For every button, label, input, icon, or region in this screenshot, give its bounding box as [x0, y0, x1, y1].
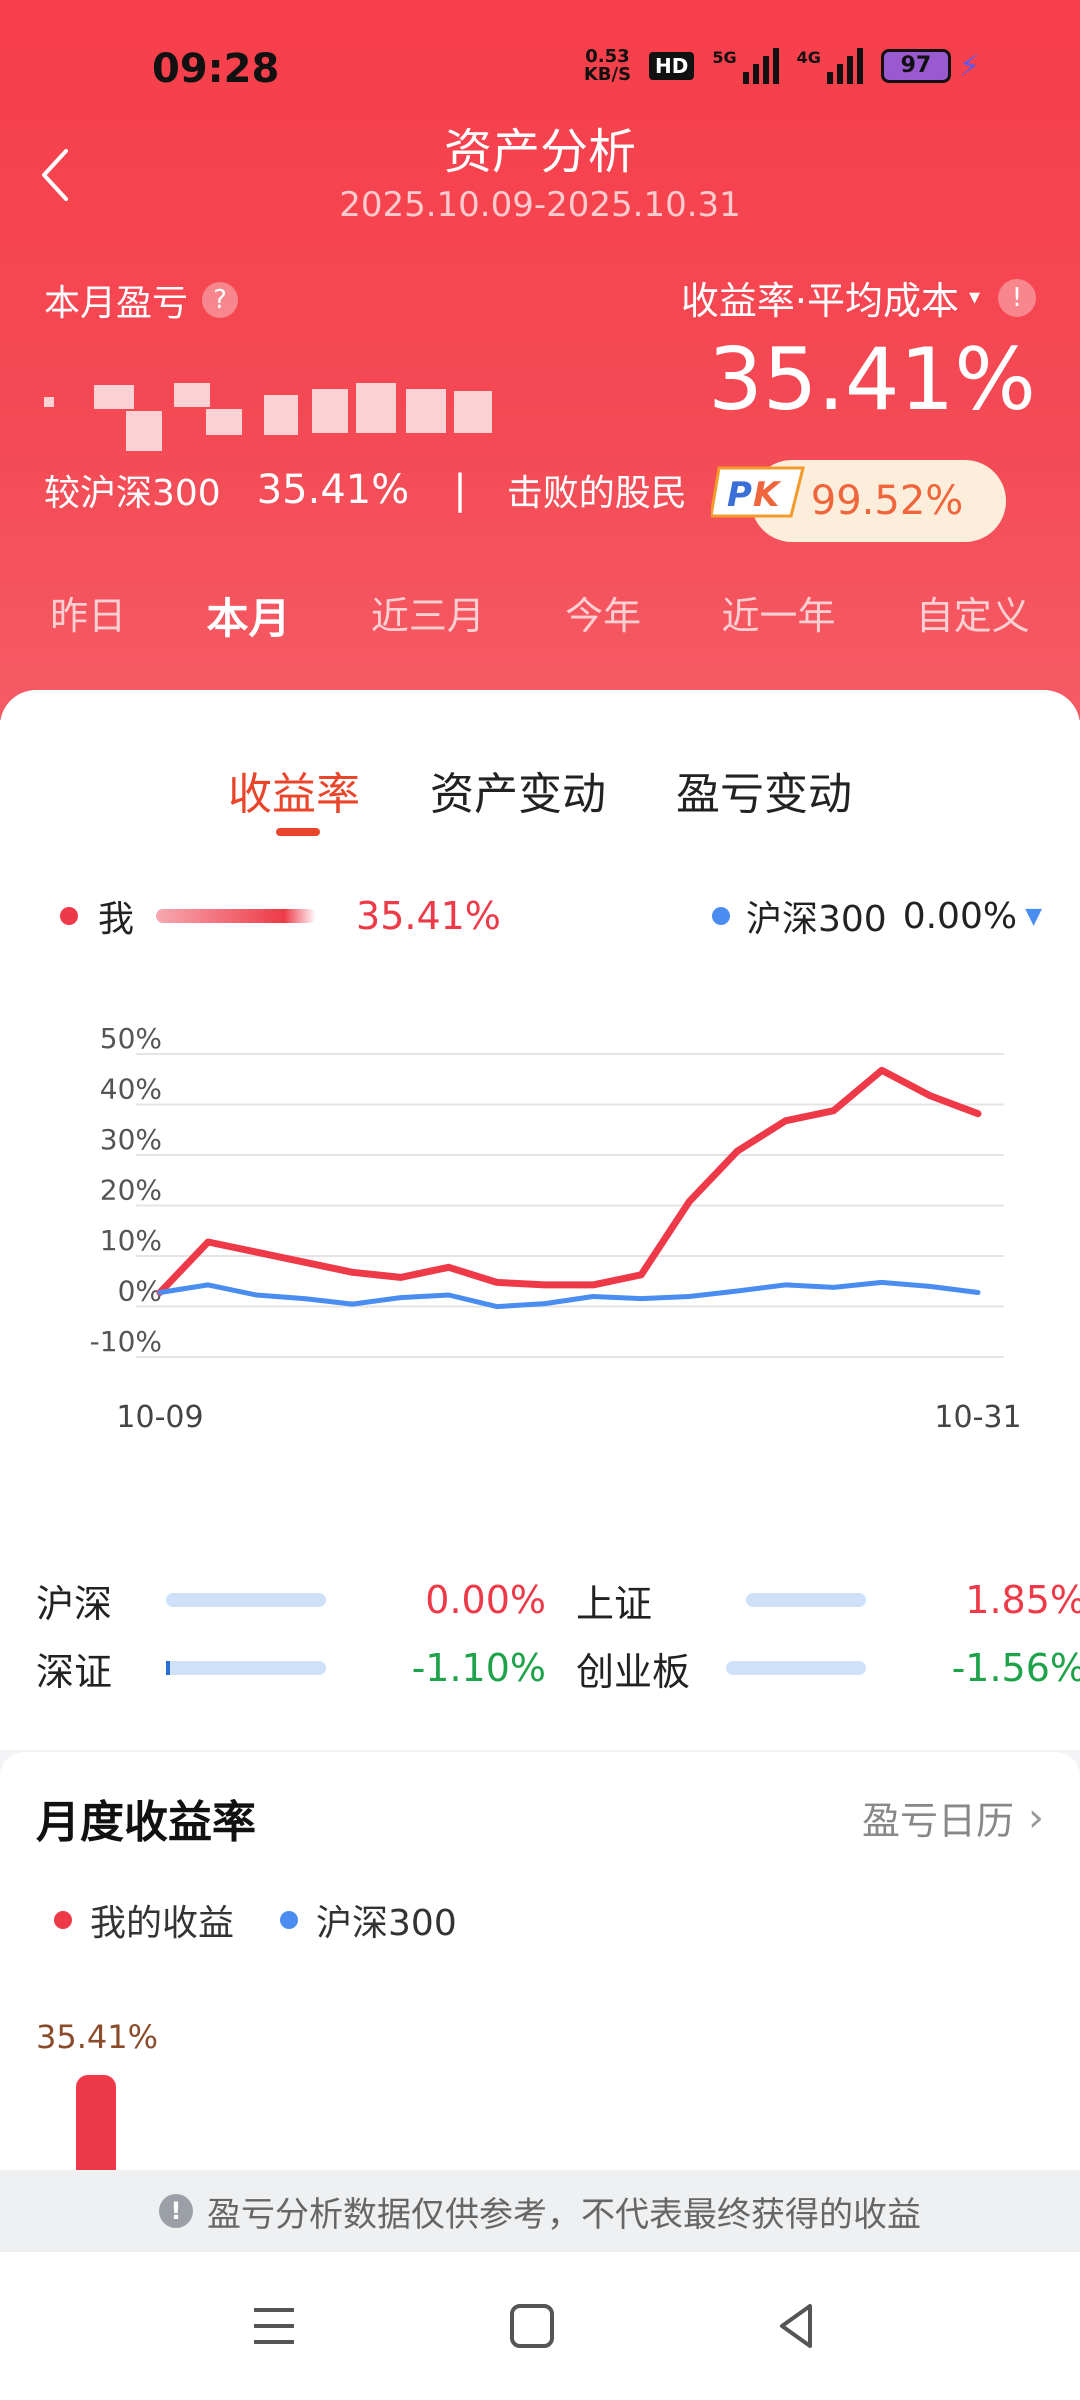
hd-voice-icon: HD [649, 52, 695, 80]
tab-three-months[interactable]: 近三月 [370, 594, 485, 638]
status-icons: 0.53 KB/S HD 5G 4G 97 ⚡ [584, 48, 980, 84]
compare-label: 较沪深300 [44, 473, 221, 514]
system-nav-bar [0, 2252, 1080, 2400]
y-tick-label: 40% [100, 1073, 162, 1106]
series-line-me [156, 1066, 982, 1296]
index-bar [166, 1661, 326, 1675]
index-cyb: 创业板 -1.56% [576, 1646, 1080, 1694]
battery-icon: 97 [880, 49, 951, 83]
return-rate-value: 35.41% [708, 330, 1036, 430]
x-tick-start: 10-09 [116, 1400, 203, 1435]
menu-icon[interactable] [244, 2296, 304, 2356]
x-tick-end: 10-31 [934, 1400, 1021, 1435]
tab-this-month[interactable]: 本月 [206, 594, 291, 643]
legend-me-bar [156, 909, 317, 923]
monthly-legend: 我的收益 沪深300 [54, 1894, 457, 1946]
header: 09:28 0.53 KB/S HD 5G 4G 97 ⚡ 资产分析 2025.… [0, 0, 1080, 720]
legend-me-dot [60, 907, 78, 925]
charging-icon: ⚡ [958, 48, 980, 84]
month-bar-value: 35.41% [36, 2018, 159, 2056]
divider: | [453, 467, 467, 513]
y-tick-label: 0% [118, 1275, 162, 1308]
month-pnl-label: 本月盈亏 ? [44, 274, 239, 326]
index-hs: 沪深 0.00% [36, 1578, 546, 1626]
tab-this-year[interactable]: 今年 [565, 594, 642, 638]
index-sh: 上证 1.85% [576, 1578, 1080, 1626]
legend-benchmark-dot [280, 1911, 299, 1929]
index-comparison: 沪深 0.00% 上证 1.85% 深证 -1.10% 创业板 -1.56% [0, 1570, 1080, 1730]
legend-benchmark-value: 0.00% [902, 895, 1018, 937]
metric-selector[interactable]: 收益率·平均成本 ▾ ! [681, 270, 1036, 325]
y-tick-label: -10% [90, 1325, 162, 1358]
compare-row: 较沪深300 35.41% | 击败的股民 P K 99.52% [44, 460, 1044, 542]
date-range: 2025.10.09-2025.10.31 [339, 185, 741, 225]
series-line-benchmark [157, 1279, 981, 1310]
pnl-calendar-link[interactable]: 盈亏日历 › [861, 1794, 1044, 1844]
index-bar [166, 1593, 326, 1607]
legend-me-value: 35.41% [356, 894, 501, 938]
legend-me: 我 35.41% [60, 890, 501, 942]
tab-custom[interactable]: 自定义 [915, 594, 1030, 638]
y-tick-label: 20% [100, 1174, 162, 1207]
caret-down-icon: ▼ [1025, 903, 1042, 929]
svg-text:K: K [753, 475, 782, 515]
legend-me-dot [54, 1911, 72, 1929]
y-tick-label: 50% [100, 1022, 162, 1055]
pnl-amount-blurred [44, 345, 494, 455]
legend-benchmark[interactable]: 沪深300 0.00% ▼ [711, 890, 1042, 942]
tab-one-year[interactable]: 近一年 [721, 594, 836, 638]
tab-asset-change[interactable]: 资产变动 [430, 769, 606, 820]
signal-4g-icon: 4G [797, 48, 863, 84]
legend-benchmark-dot [711, 907, 730, 925]
return-line-chart: 50% 40% 30% 20% 10% 0% -10% 10-09 10-31 [90, 1022, 1022, 1435]
tab-yesterday[interactable]: 昨日 [50, 594, 127, 638]
active-tab-indicator [276, 828, 320, 836]
back-nav-icon[interactable] [766, 2296, 826, 2356]
y-tick-label: 30% [100, 1123, 162, 1156]
caret-down-icon: ▾ [968, 285, 980, 310]
y-tick-label: 10% [100, 1224, 162, 1257]
chart-tabs: 收益率 资产变动 盈亏变动 [0, 758, 1080, 822]
help-icon[interactable]: ? [202, 282, 239, 318]
chart-card: 收益率 资产变动 盈亏变动 我 35.41% 沪深300 0.00% ▼ 50%… [0, 690, 1080, 1750]
status-bar: 09:28 0.53 KB/S HD 5G 4G 97 ⚡ [0, 40, 1080, 100]
svg-text:P: P [727, 475, 752, 515]
index-bar [746, 1593, 866, 1607]
period-tabs: 昨日 本月 近三月 今年 近一年 自定义 [0, 585, 1080, 646]
monthly-title: 月度收益率 [36, 1797, 256, 1848]
pk-icon: P K [710, 466, 805, 518]
chevron-right-icon: › [1028, 1794, 1044, 1841]
tab-return-rate[interactable]: 收益率 [228, 769, 360, 820]
clock: 09:28 [152, 46, 280, 92]
warning-icon: ! [159, 2194, 193, 2228]
page-title: 资产分析 [443, 124, 636, 180]
index-sz: 深证 -1.10% [36, 1646, 546, 1694]
home-icon[interactable] [502, 2296, 562, 2356]
month-bar[interactable] [76, 2075, 116, 2172]
back-icon[interactable] [36, 145, 76, 205]
info-icon[interactable]: ! [998, 278, 1036, 317]
signal-5g-icon: 5G [712, 48, 779, 84]
tab-pnl-change[interactable]: 盈亏变动 [676, 769, 852, 820]
monthly-return-card: 月度收益率 盈亏日历 › 我的收益 沪深300 35.41% [0, 1752, 1080, 2172]
net-speed-indicator: 0.53 KB/S [583, 46, 632, 85]
compare-value: 35.41% [256, 467, 410, 513]
beat-label: 击败的股民 [506, 473, 687, 514]
disclaimer-bar: ! 盈亏分析数据仅供参考，不代表最终获得的收益 [0, 2170, 1080, 2252]
index-bar [726, 1661, 866, 1675]
